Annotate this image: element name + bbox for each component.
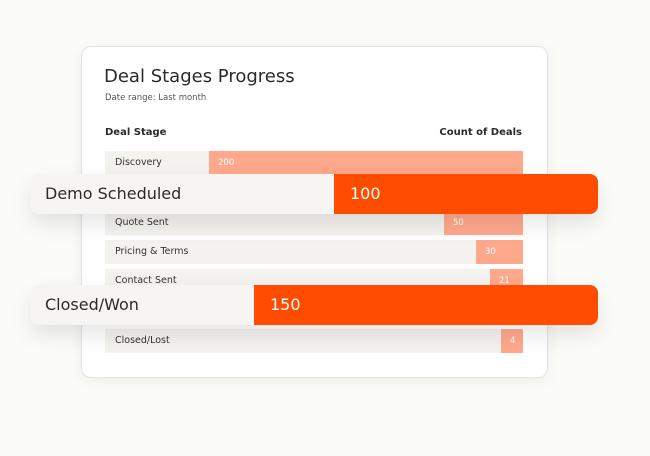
deal-count-bar: 50	[444, 211, 523, 235]
deal-count-value: 50	[453, 218, 464, 228]
deal-stage-row: Closed/Lost 4	[105, 329, 523, 353]
deal-count-value: 4	[510, 336, 516, 346]
deal-count-value: 200	[218, 158, 235, 168]
deal-stage-row: Quote Sent 50	[105, 211, 523, 235]
deal-stage-row: Pricing & Terms 30	[105, 240, 523, 264]
deal-stage-label: Discovery	[115, 157, 162, 168]
highlight-row: Closed/Won 150	[31, 285, 598, 325]
value-header: Count of Deals	[439, 127, 522, 138]
category-header: Deal Stage	[105, 127, 167, 138]
deal-stage-label: Contact Sent	[115, 275, 177, 286]
chart-subtitle: Date range: Last month	[105, 93, 207, 103]
highlight-bar: 150	[254, 285, 598, 325]
chart-title: Deal Stages Progress	[104, 66, 295, 87]
highlight-row: Demo Scheduled 100	[31, 174, 598, 214]
highlight-value: 150	[270, 295, 301, 314]
highlight-label: Demo Scheduled	[45, 184, 182, 203]
deal-stage-label: Closed/Lost	[115, 335, 170, 346]
deal-count-value: 21	[499, 276, 510, 286]
deal-stage-label: Pricing & Terms	[115, 246, 189, 257]
deal-stage-label: Quote Sent	[115, 217, 169, 228]
deal-count-bar: 30	[476, 240, 523, 264]
deal-count-bar: 200	[209, 151, 523, 175]
deal-count-bar: 4	[501, 329, 523, 353]
deal-count-value: 30	[485, 247, 496, 257]
highlight-bar: 100	[334, 174, 598, 214]
highlight-value: 100	[350, 184, 381, 203]
deal-stage-row: Discovery 200	[105, 151, 523, 175]
highlight-label: Closed/Won	[45, 295, 139, 314]
